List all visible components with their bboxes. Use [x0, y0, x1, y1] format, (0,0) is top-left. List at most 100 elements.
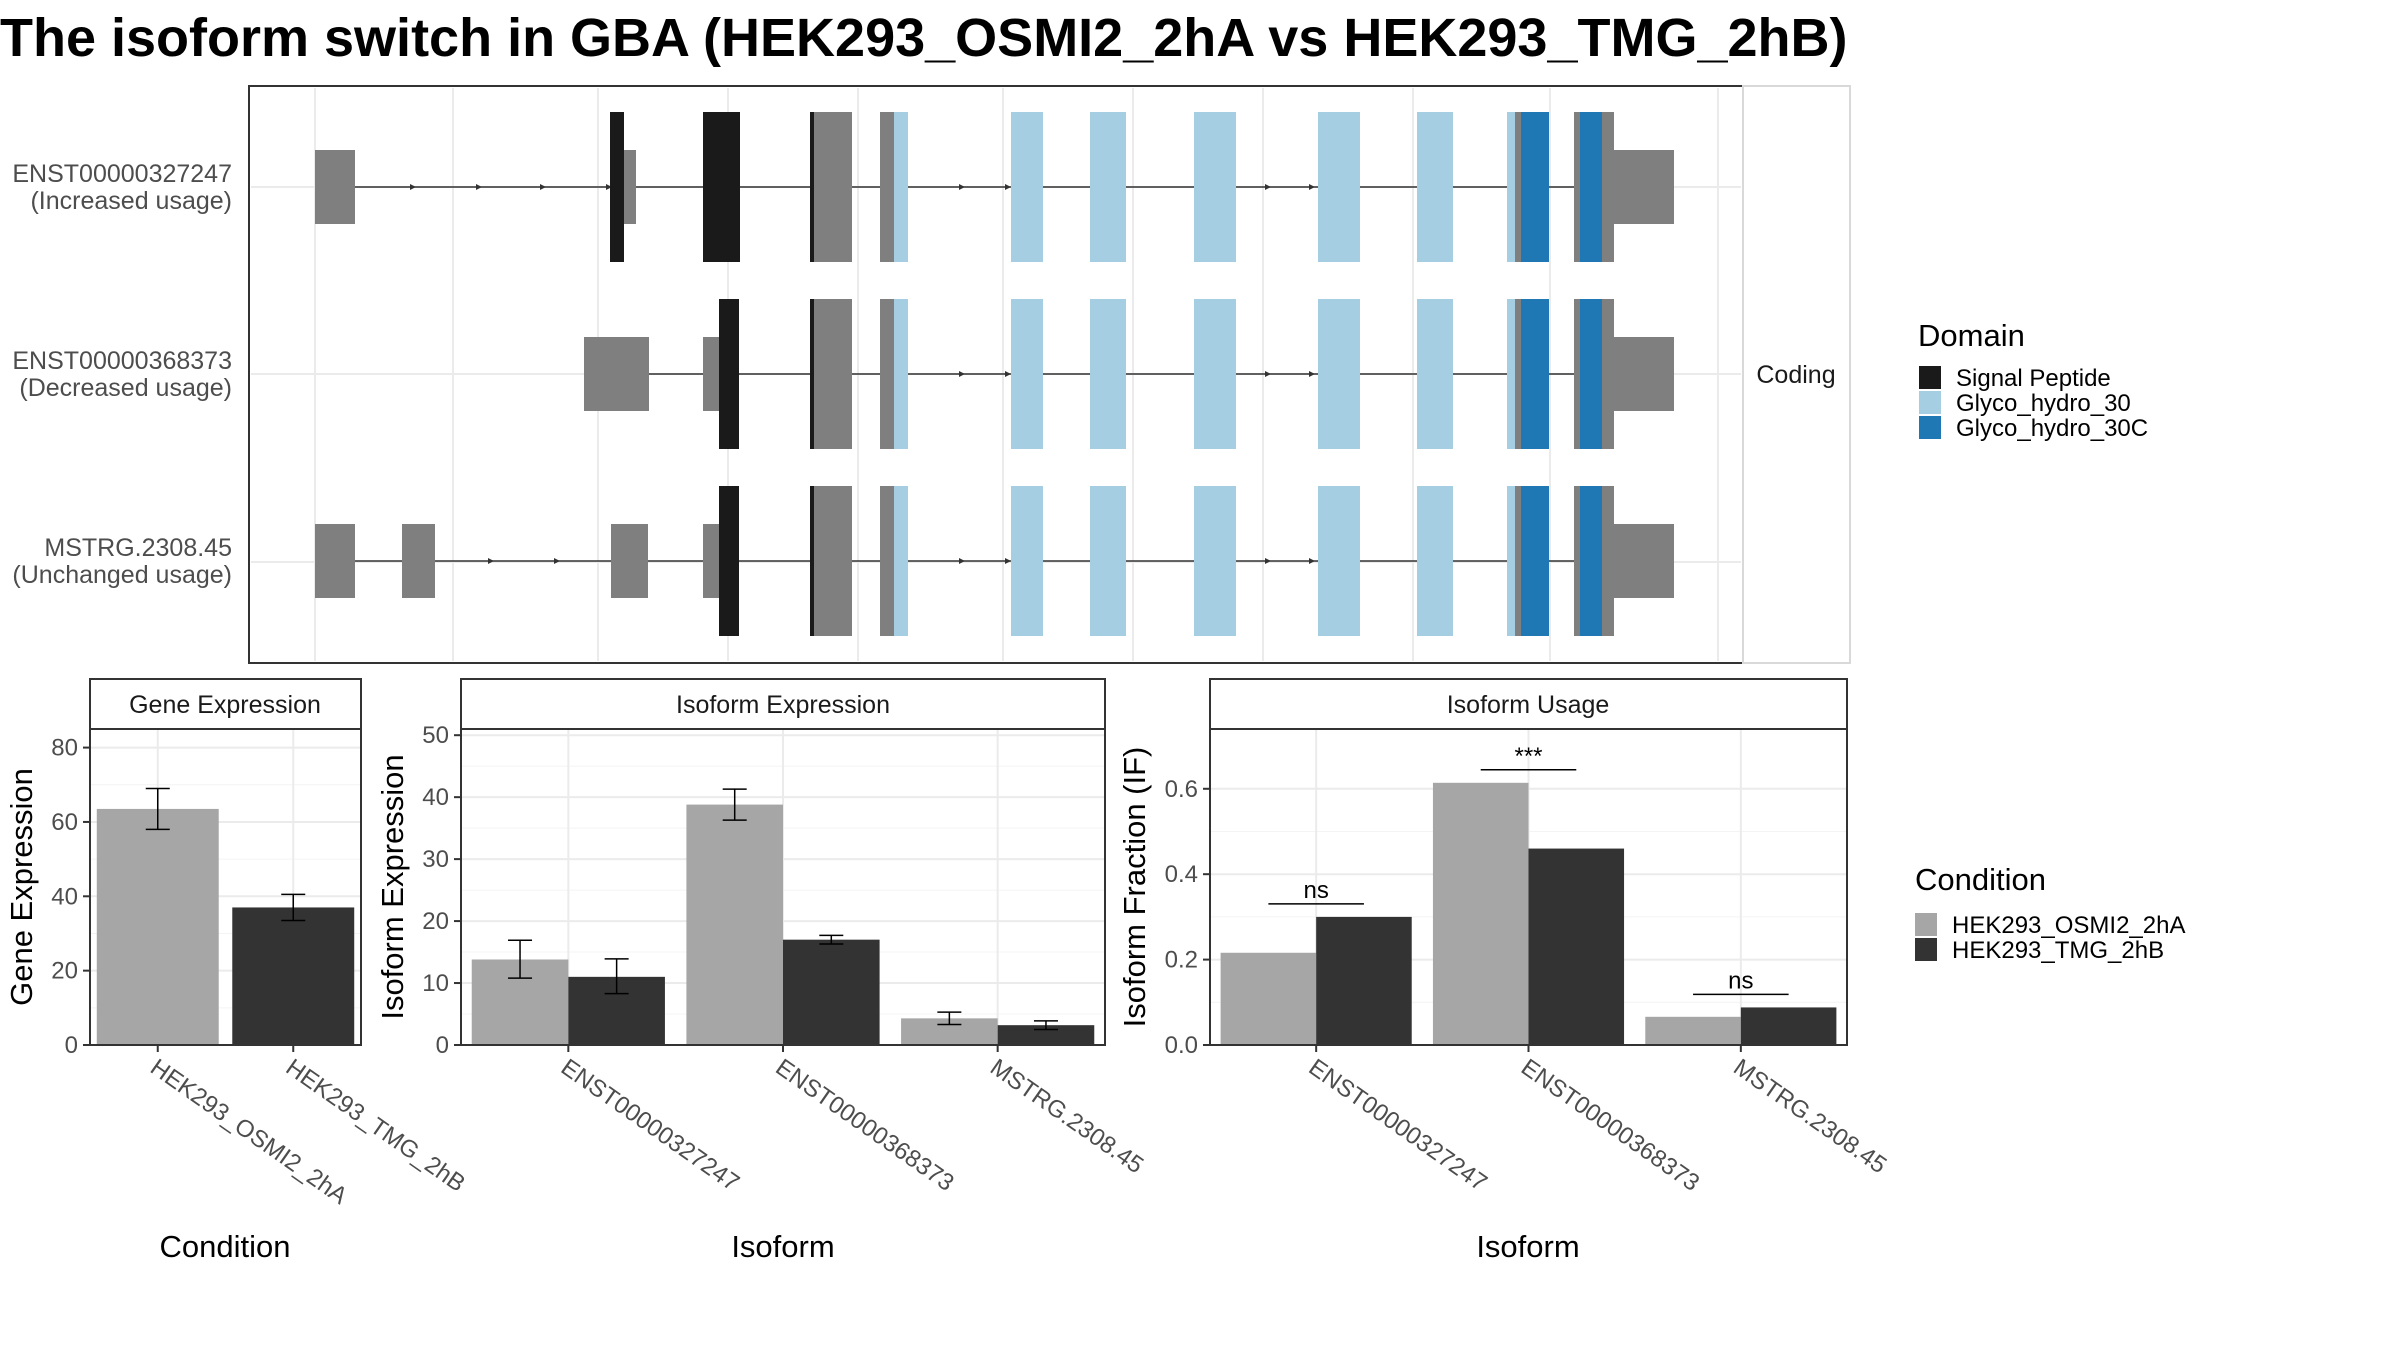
coding-exon: [1515, 112, 1521, 262]
bar-isoform-expression: [686, 804, 783, 1045]
bar-gene-expression: [232, 907, 355, 1045]
isoform-usage-y-title: Isoform Fraction (IF): [1117, 747, 1152, 1028]
utr-exon: [611, 524, 648, 598]
transcript-1-name: ENST00000327247: [12, 160, 232, 188]
coding-exon: [1574, 486, 1580, 636]
coding-exon: [1574, 112, 1580, 262]
strand-arrow: [1265, 184, 1271, 190]
utr-exon-3prime: [1614, 150, 1674, 224]
strand-arrow: [554, 558, 560, 564]
glyco-hydro-30-exon: [1417, 486, 1453, 636]
signal-peptide-exon: [719, 486, 739, 636]
utr-exon: [315, 150, 355, 224]
y-tick-label: 0.4: [1165, 861, 1198, 888]
transcript-3-note: (Unchanged usage): [12, 561, 232, 589]
gene-expression-plot-border: [89, 728, 362, 1046]
glyco-hydro-30c-exon: [1580, 112, 1602, 262]
domain-legend: Domain Signal Peptide Glyco_hydro_30 Gly…: [1918, 318, 2148, 442]
bar-gene-expression: [96, 808, 219, 1045]
strand-arrow: [1265, 371, 1271, 377]
coding-exon: [880, 299, 894, 449]
glyco-hydro-30-exon: [894, 112, 908, 262]
x-tick-label: MSTRG.2308.45: [1728, 1054, 1891, 1179]
isoform-expression-panel: Isoform Expression 0 10 20 30 40 50 ENST000003…: [375, 678, 1148, 1264]
x-tick-label: ENST00000368373: [1516, 1054, 1704, 1197]
transcript-track-3: [315, 486, 1674, 636]
utr-exon: [703, 524, 719, 598]
y-tick-label: 0.0: [1165, 1032, 1198, 1059]
isoform-usage-strip-label: Isoform Usage: [1447, 691, 1610, 719]
coding-exon: [812, 299, 852, 449]
coding-exon: [880, 112, 894, 262]
strand-arrow: [488, 558, 494, 564]
gene-expression-panel: Gene Expression 020406080HEK293_OSMI2_2h…: [4, 678, 470, 1264]
transcript-2-name: ENST00000368373: [12, 347, 232, 375]
coding-exon: [812, 486, 852, 636]
transcript-3-name: MSTRG.2308.45: [44, 534, 232, 562]
gene-expression-strip-label: Gene Expression: [129, 691, 321, 719]
y-tick-label: 0: [436, 1032, 449, 1059]
coding-strip-label: Coding: [1756, 361, 1835, 389]
glyco-hydro-30c-exon: [1580, 486, 1602, 636]
strand-arrow: [606, 184, 612, 190]
transcript-2-note: (Decreased usage): [19, 374, 232, 402]
legend-swatch-glyco-hydro-30: [1919, 391, 1941, 414]
strand-arrow: [476, 184, 482, 190]
glyco-hydro-30-exon: [894, 299, 908, 449]
bar-isoform-usage: [1528, 848, 1625, 1045]
glyco-hydro-30-exon: [1194, 486, 1236, 636]
coding-exon: [1515, 299, 1521, 449]
glyco-hydro-30-exon: [1090, 112, 1126, 262]
glyco-hydro-30-exon: [894, 486, 908, 636]
transcript-structure-panel: Coding ENST00000327247 (Increased usage)…: [12, 85, 1851, 664]
strand-arrow: [1309, 371, 1315, 377]
strand-arrow: [1265, 558, 1271, 564]
utr-exon: [402, 524, 435, 598]
isoform-expression-strip: [460, 678, 1106, 730]
transcript-1-note: (Increased usage): [30, 187, 232, 215]
x-tick-label: ENST00000327247: [1304, 1054, 1492, 1197]
isoform-usage-plot-border: [1209, 728, 1848, 1046]
transcript-track-1: [315, 112, 1674, 262]
gene-expression-strip: [89, 678, 362, 730]
legend-swatch-osmi2: [1915, 913, 1937, 936]
utr-exon-3prime: [1614, 337, 1674, 411]
y-tick-label: 0.2: [1165, 947, 1198, 974]
legend-swatch-tmg: [1915, 938, 1937, 961]
legend-label-osmi2: HEK293_OSMI2_2hA: [1952, 912, 2185, 939]
glyco-hydro-30-exon: [1194, 112, 1236, 262]
glyco-hydro-30-exon: [1507, 112, 1515, 262]
utr-exon-3prime: [1614, 524, 1674, 598]
condition-legend: Condition HEK293_OSMI2_2hA HEK293_TMG_2h…: [1915, 862, 2185, 964]
glyco-hydro-30-exon: [1318, 112, 1360, 262]
glyco-hydro-30c-exon: [1521, 486, 1549, 636]
structure-tracks: [315, 112, 1674, 636]
coding-strip: [1742, 85, 1851, 664]
strand-arrow: [1005, 558, 1011, 564]
glyco-hydro-30c-exon: [1580, 299, 1602, 449]
strand-arrow: [1309, 184, 1315, 190]
strand-arrow: [1005, 371, 1011, 377]
signal-peptide-exon: [610, 112, 624, 262]
y-tick-label: 30: [422, 846, 449, 873]
y-tick-label: 80: [51, 735, 78, 762]
glyco-hydro-30-exon: [1507, 486, 1515, 636]
bar-isoform-usage: [1432, 782, 1529, 1045]
isoform-expression-y-title: Isoform Expression: [375, 754, 410, 1019]
signal-peptide-exon: [719, 299, 739, 449]
strand-arrow: [959, 371, 965, 377]
coding-exon: [812, 112, 852, 262]
coding-exon: [1602, 486, 1614, 636]
strand-arrow: [410, 184, 416, 190]
glyco-hydro-30-exon: [1011, 112, 1043, 262]
coding-exon: [1602, 299, 1614, 449]
strand-arrow: [1005, 184, 1011, 190]
x-tick-label: MSTRG.2308.45: [985, 1054, 1148, 1179]
glyco-hydro-30-exon: [1417, 299, 1453, 449]
utr-exon: [703, 337, 719, 411]
isoform-usage-plot: 0.0 0.2 0.4 0.6 ENST00000327247 ENST000003683…: [1165, 729, 1891, 1197]
glyco-hydro-30-exon: [1318, 486, 1360, 636]
y-tick-label: 60: [51, 809, 78, 836]
y-tick-label: 20: [422, 908, 449, 935]
